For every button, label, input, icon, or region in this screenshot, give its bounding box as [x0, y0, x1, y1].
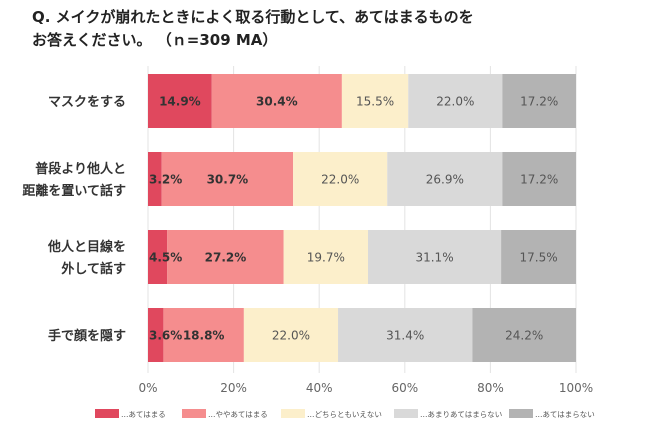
bar-segment [167, 230, 284, 284]
legend-swatch [509, 409, 533, 418]
bar-segment [148, 152, 162, 206]
x-tick-label: 20% [220, 381, 247, 395]
bar-segment [293, 152, 388, 206]
bar-segment [501, 230, 576, 284]
legend-swatch [182, 409, 206, 418]
bar-segment [502, 152, 576, 206]
legend-swatch [394, 409, 418, 418]
bar-segment [148, 308, 164, 362]
bar-segment [283, 230, 368, 284]
data-label: 30.7% [207, 173, 249, 187]
category-label: 他人と目線を [47, 239, 126, 255]
bar-segment [367, 230, 502, 284]
data-label: 22.0% [436, 95, 474, 109]
data-label: 22.0% [321, 173, 359, 187]
legend-swatch [281, 409, 305, 418]
bar-segment [408, 74, 503, 128]
x-tick-label: 40% [306, 381, 333, 395]
x-tick-label: 100% [559, 381, 593, 395]
x-tick-label: 80% [477, 381, 504, 395]
data-label: 27.2% [205, 251, 247, 265]
bar-segment [163, 308, 244, 362]
category-label: 外して話す [60, 261, 126, 277]
x-tick-label: 0% [138, 381, 157, 395]
bar-segment [502, 74, 576, 128]
legend-swatch [95, 409, 119, 418]
data-label: 26.9% [426, 173, 464, 187]
data-label: 3.2% [149, 173, 182, 187]
legend-label: …どちらともいえない [307, 410, 382, 419]
data-label: 22.0% [272, 329, 310, 343]
data-label: 24.2% [505, 329, 543, 343]
data-label: 4.5% [149, 251, 182, 265]
data-label: 14.9% [159, 95, 201, 109]
category-label: 普段より他人と [35, 161, 126, 177]
data-label: 18.8% [183, 329, 225, 343]
x-tick-label: 60% [391, 381, 418, 395]
data-label: 17.5% [519, 251, 557, 265]
bar-segment [472, 308, 576, 362]
data-label: 3.6% [149, 329, 182, 343]
legend-label: …あてはまる [121, 410, 166, 419]
segment-labels: 14.9% 30.4% 15.5% 22.0% 17.2% 3.2% 30.7% 22.0% 2… [149, 95, 558, 343]
bar-segment [148, 74, 212, 128]
bar-segments [148, 74, 576, 362]
category-label: マスクをする [48, 95, 126, 110]
bar-segment [338, 308, 473, 362]
legend: …あてはまる …ややあてはまる …どちらともいえない …あまりあてはまらない …あてはま… [95, 409, 595, 419]
data-label: 17.2% [520, 173, 558, 187]
data-label: 19.7% [307, 251, 345, 265]
bar-segment [387, 152, 503, 206]
data-label: 15.5% [356, 95, 394, 109]
legend-label: …あてはまらない [535, 410, 595, 419]
x-axis-ticks: 0% 20% 40% 60% 80% 100% [138, 381, 593, 395]
bar-segment [341, 74, 409, 128]
bar-segment [211, 74, 342, 128]
data-label: 31.4% [386, 329, 424, 343]
bar-segment [243, 308, 339, 362]
legend-label: …ややあてはまる [208, 410, 268, 419]
chart-title: Q. メイクが崩れたときによく取る行動として、あてはまるものを お答えください。… [32, 8, 474, 49]
legend-label: …あまりあてはまらない [420, 410, 502, 419]
bar-segment [148, 230, 168, 284]
data-label: 30.4% [256, 95, 298, 109]
bar-segment [161, 152, 294, 206]
category-label: 距離を置いて話す [22, 183, 126, 199]
category-label: 手で顔を隠す [48, 328, 126, 344]
data-label: 17.2% [520, 95, 558, 109]
data-label: 31.1% [415, 251, 453, 265]
